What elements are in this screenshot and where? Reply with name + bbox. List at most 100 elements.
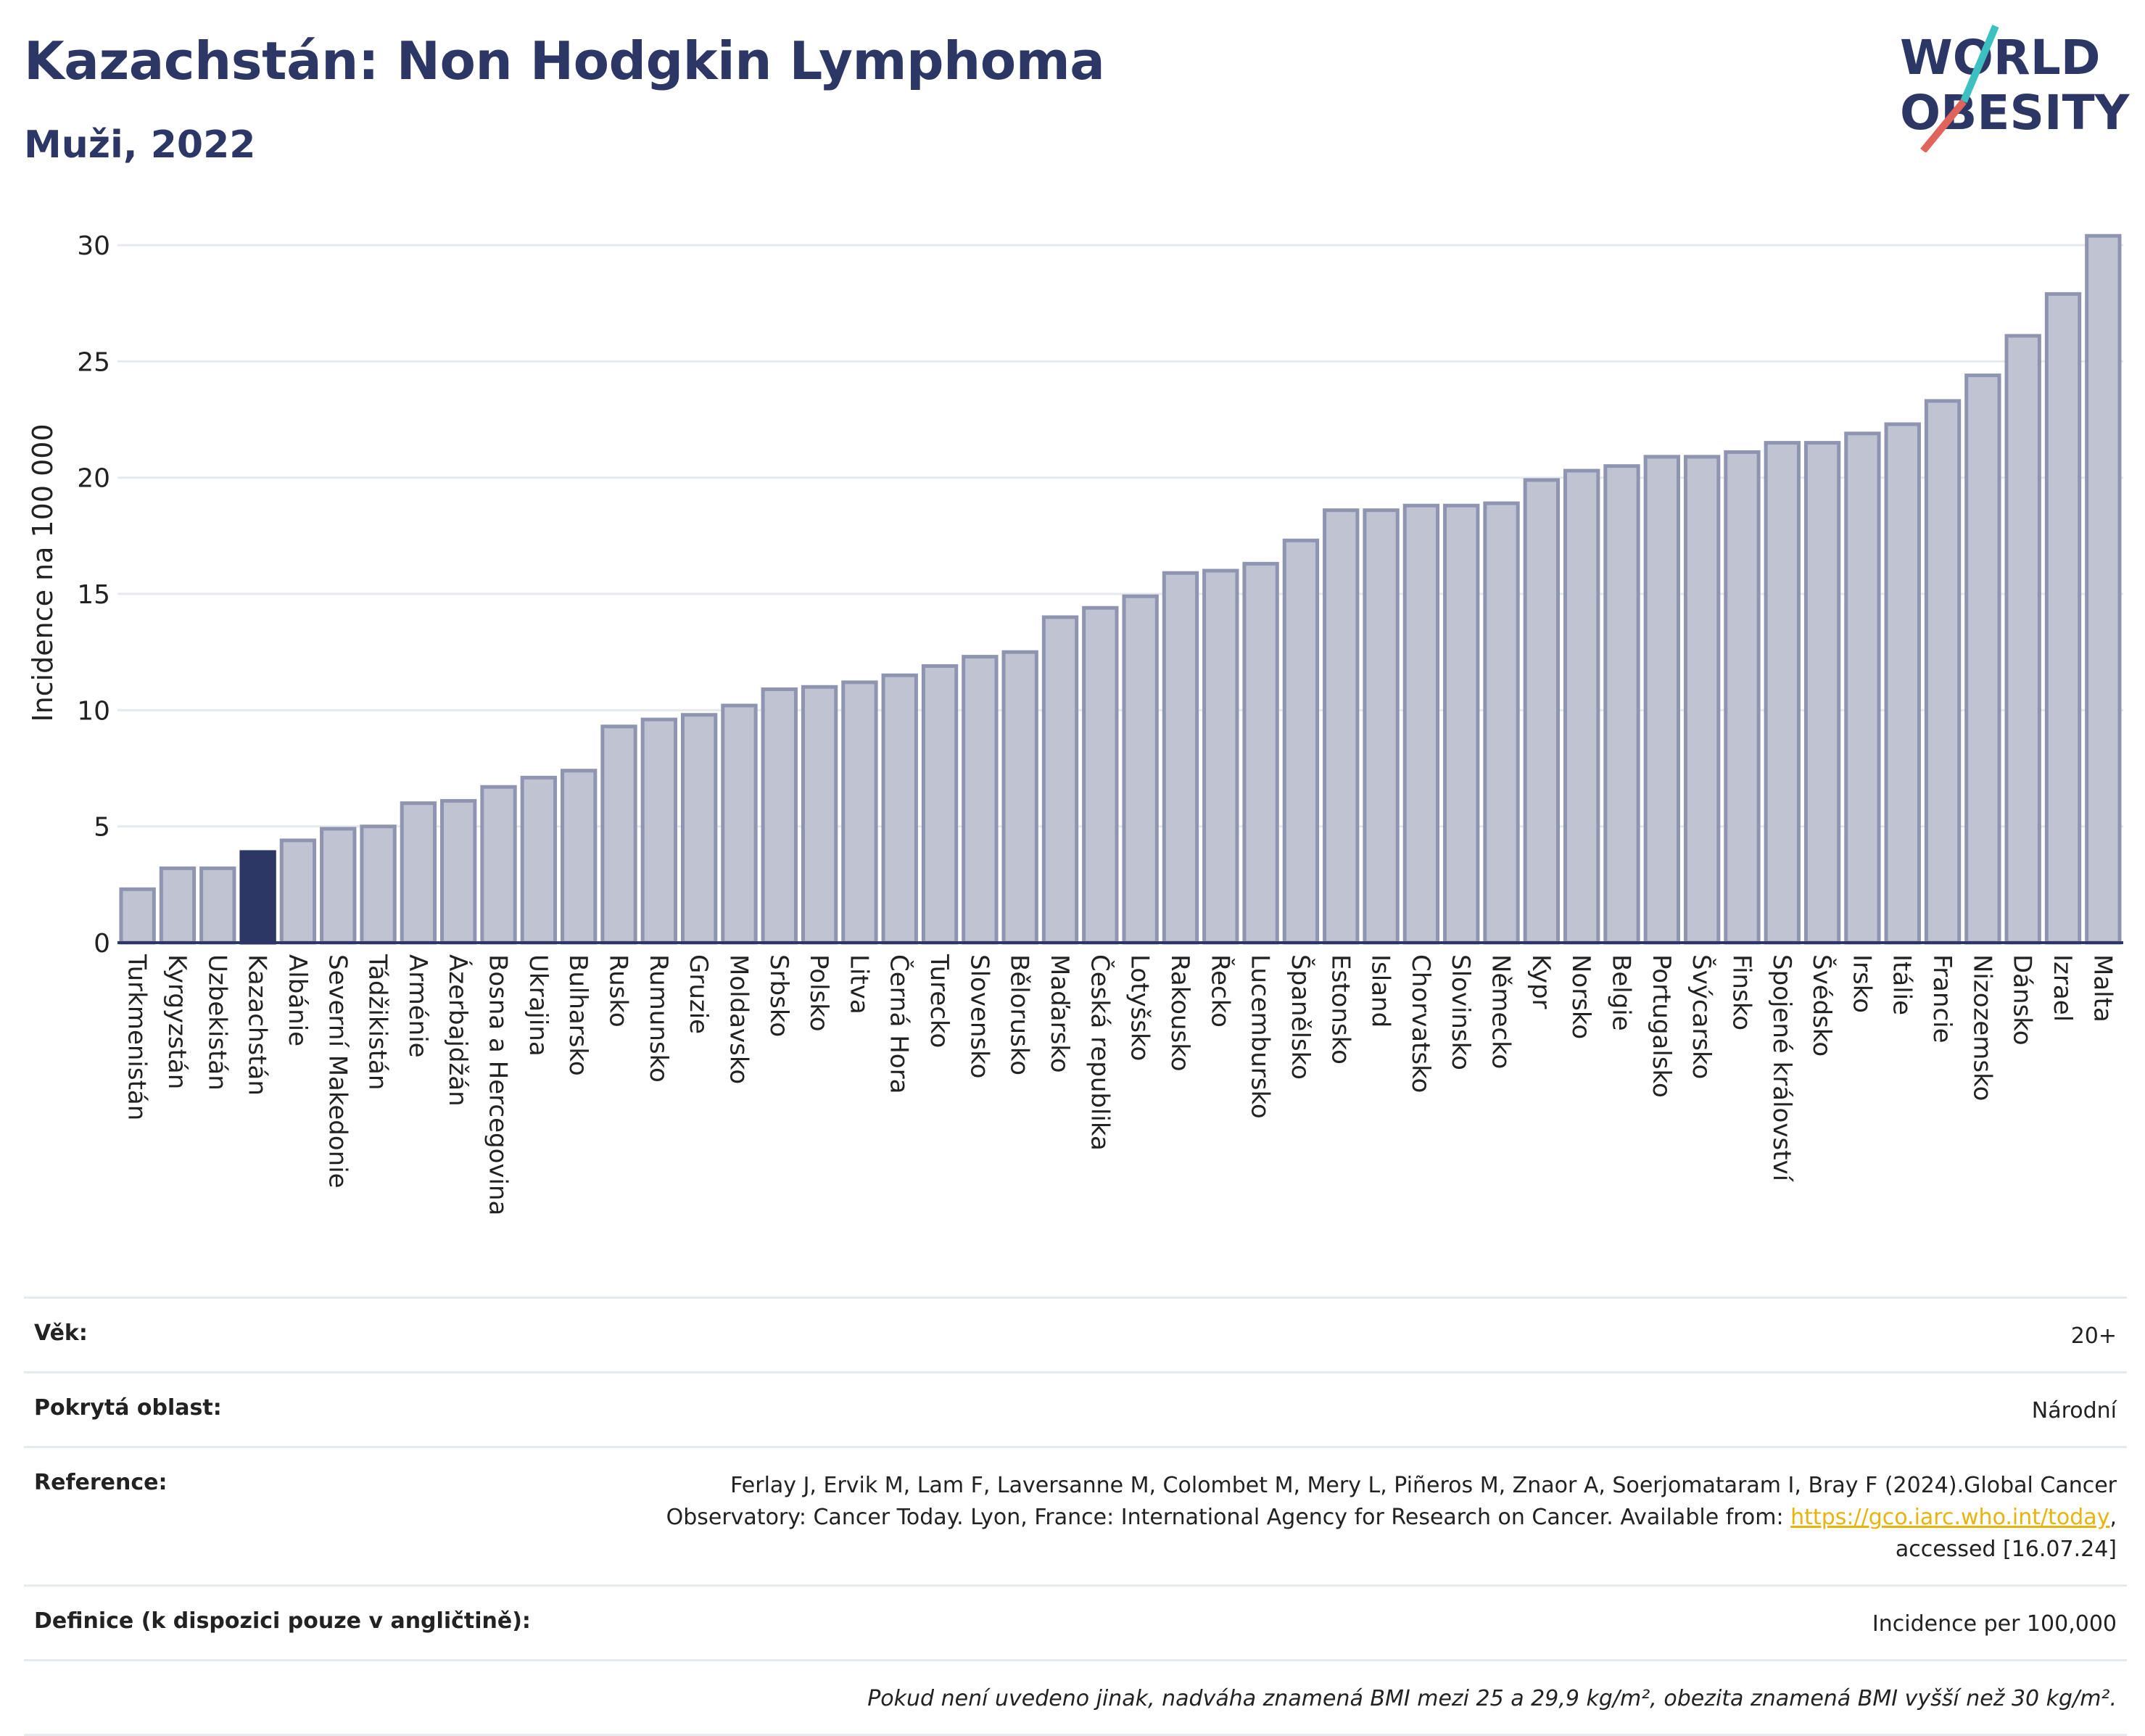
x-tick-label: Rusko [604, 954, 633, 1028]
coverage-label: Pokrytá oblast: [34, 1395, 222, 1421]
bar-Švýcarsko [1683, 455, 1721, 945]
bar-Finsko [1724, 450, 1761, 945]
reference-line-2: Observatory: Cancer Today. Lyon, France:… [666, 1505, 1784, 1530]
bar-Spojené království [1764, 441, 1801, 945]
bar-Litva [841, 680, 878, 945]
bar-Irsko [1844, 431, 1881, 945]
x-tick-label: Švédsko [1807, 954, 1837, 1057]
y-tick-label: 10 [77, 696, 110, 726]
bar-Norsko [1563, 468, 1600, 945]
x-tick-label: Litva [844, 954, 873, 1014]
bar-Kazachstán [239, 850, 276, 945]
bar-Kypr [1523, 478, 1561, 945]
info-table: Věk: 20+ Pokrytá oblast: Národní Referen… [24, 1297, 2127, 1736]
x-tick-label: Ázerbajdžán [443, 954, 473, 1107]
x-tick-label: Česká republika [1085, 954, 1115, 1151]
x-tick-label: Irsko [1847, 954, 1876, 1013]
y-tick-label: 30 [77, 231, 110, 261]
logo-slash-teal [1960, 25, 1999, 103]
x-tick-label: Severní Makedonie [323, 954, 352, 1189]
x-tick-label: Island [1366, 954, 1395, 1028]
x-tick-label: Tádžikistán [363, 954, 392, 1090]
bar-Bělorusko [1001, 650, 1038, 945]
info-row-reference: Reference: Ferlay J, Ervik M, Lam F, Lav… [24, 1446, 2127, 1584]
bar-Malta [2085, 233, 2122, 945]
bar-Ázerbajdžán [440, 798, 477, 945]
reference-line-3: accessed [16.07.24] [1895, 1537, 2117, 1562]
bar-Slovinsko [1443, 503, 1480, 945]
bar-Bosna a Hercegovina [480, 785, 517, 945]
bar-Švédsko [1803, 441, 1841, 945]
x-tick-label: Francie [1927, 954, 1956, 1043]
x-tick-label: Polsko [804, 954, 833, 1032]
page-title: Kazachstán: Non Hodgkin Lymphoma [24, 30, 1105, 91]
x-tick-label: Německo [1487, 954, 1516, 1069]
bar-Rakousko [1162, 571, 1199, 945]
bar-Moldavsko [721, 703, 758, 945]
y-tick-label: 5 [94, 813, 110, 843]
bar-Itálie [1884, 422, 1921, 945]
bar-Srbsko [761, 687, 798, 945]
x-tick-label: Portugalsko [1647, 954, 1676, 1098]
bar-Tádžikistán [360, 824, 397, 945]
definition-note: Pokud není uvedeno jinak, nadváha znamen… [867, 1686, 2117, 1711]
bar-Rumunsko [640, 717, 678, 945]
info-row-coverage: Pokrytá oblast: Národní [24, 1371, 2127, 1446]
x-tick-label: Švýcarsko [1687, 954, 1716, 1079]
x-tick-label: Moldavsko [724, 954, 753, 1084]
bar-Estonsko [1323, 508, 1360, 945]
x-tick-label: Řecko [1205, 954, 1235, 1028]
bar-Slovensko [962, 655, 999, 945]
bar-Nizozemsko [1964, 373, 2001, 945]
x-tick-label: Belgie [1607, 954, 1636, 1031]
info-row-age: Věk: 20+ [24, 1297, 2127, 1371]
bar-Severní Makedonie [320, 827, 357, 945]
bar-chart: Incidence na 100 000 0 5 10 15 20 25 30 Turkme… [27, 231, 2123, 1215]
bar-Belgie [1603, 464, 1640, 945]
x-tick-label: Lotyšsko [1125, 954, 1154, 1061]
x-tick-label: Kazachstán [243, 954, 272, 1096]
logo-text-world: WORLD [1900, 30, 2101, 86]
bar-Maďarsko [1041, 615, 1079, 945]
reference-line-2-end: , [2109, 1505, 2117, 1530]
bar-Francie [1924, 399, 1962, 945]
y-tick-label: 15 [77, 580, 110, 610]
x-tick-label: Bulharsko [563, 954, 592, 1076]
x-tick-label: Itálie [1888, 954, 1917, 1015]
x-tick-label: Izrael [2048, 954, 2077, 1022]
x-tick-label: Uzbekistán [202, 954, 231, 1091]
y-tick-label: 20 [77, 464, 110, 494]
x-tick-label: Maďarsko [1045, 954, 1074, 1073]
bar-Izrael [2044, 292, 2082, 945]
bar-Německo [1483, 501, 1520, 945]
x-tick-label: Rakousko [1165, 954, 1194, 1072]
x-tick-label: Slovensko [964, 954, 993, 1078]
y-axis-label: Incidence na 100 000 [27, 423, 59, 722]
x-tick-label: Albánie [283, 954, 312, 1046]
x-tick-label: Rumunsko [644, 954, 673, 1083]
x-tick-label: Nizozemsko [1967, 954, 1996, 1101]
reference-label: Reference: [34, 1470, 168, 1495]
bar-Španělsko [1282, 538, 1320, 945]
bar-Rusko [600, 724, 637, 945]
y-tick-label: 25 [77, 347, 110, 377]
reference-link[interactable]: https://gco.iarc.who.int/today [1790, 1505, 2110, 1530]
x-tick-label: Finsko [1727, 954, 1756, 1030]
x-tick-label: Norsko [1566, 954, 1595, 1039]
info-row-definition: Definice (k dispozici pouze v angličtině… [24, 1584, 2127, 1659]
bar-Turkmenistán [119, 887, 156, 945]
x-tick-label: Bělorusko [1005, 954, 1034, 1075]
x-tick-label: Chorvatsko [1406, 954, 1435, 1093]
x-tick-label: Srbsko [764, 954, 793, 1037]
bar-Lotyšsko [1122, 594, 1159, 945]
bar-Černá Hora [881, 673, 918, 945]
x-tick-label: Malta [2088, 954, 2117, 1022]
x-tick-label: Estonsko [1326, 954, 1355, 1065]
reference-line-1: Ferlay J, Ervik M, Lam F, Laversanne M, … [730, 1473, 2117, 1498]
bar-Chorvatsko [1402, 503, 1440, 945]
x-tick-label: Gruzie [684, 954, 713, 1034]
bar-Arménie [400, 801, 437, 945]
info-row-note: Pokud není uvedeno jinak, nadváha znamen… [24, 1659, 2127, 1736]
x-tick-label: Kypr [1526, 954, 1555, 1009]
bar-Kyrgyzstán [159, 866, 197, 945]
